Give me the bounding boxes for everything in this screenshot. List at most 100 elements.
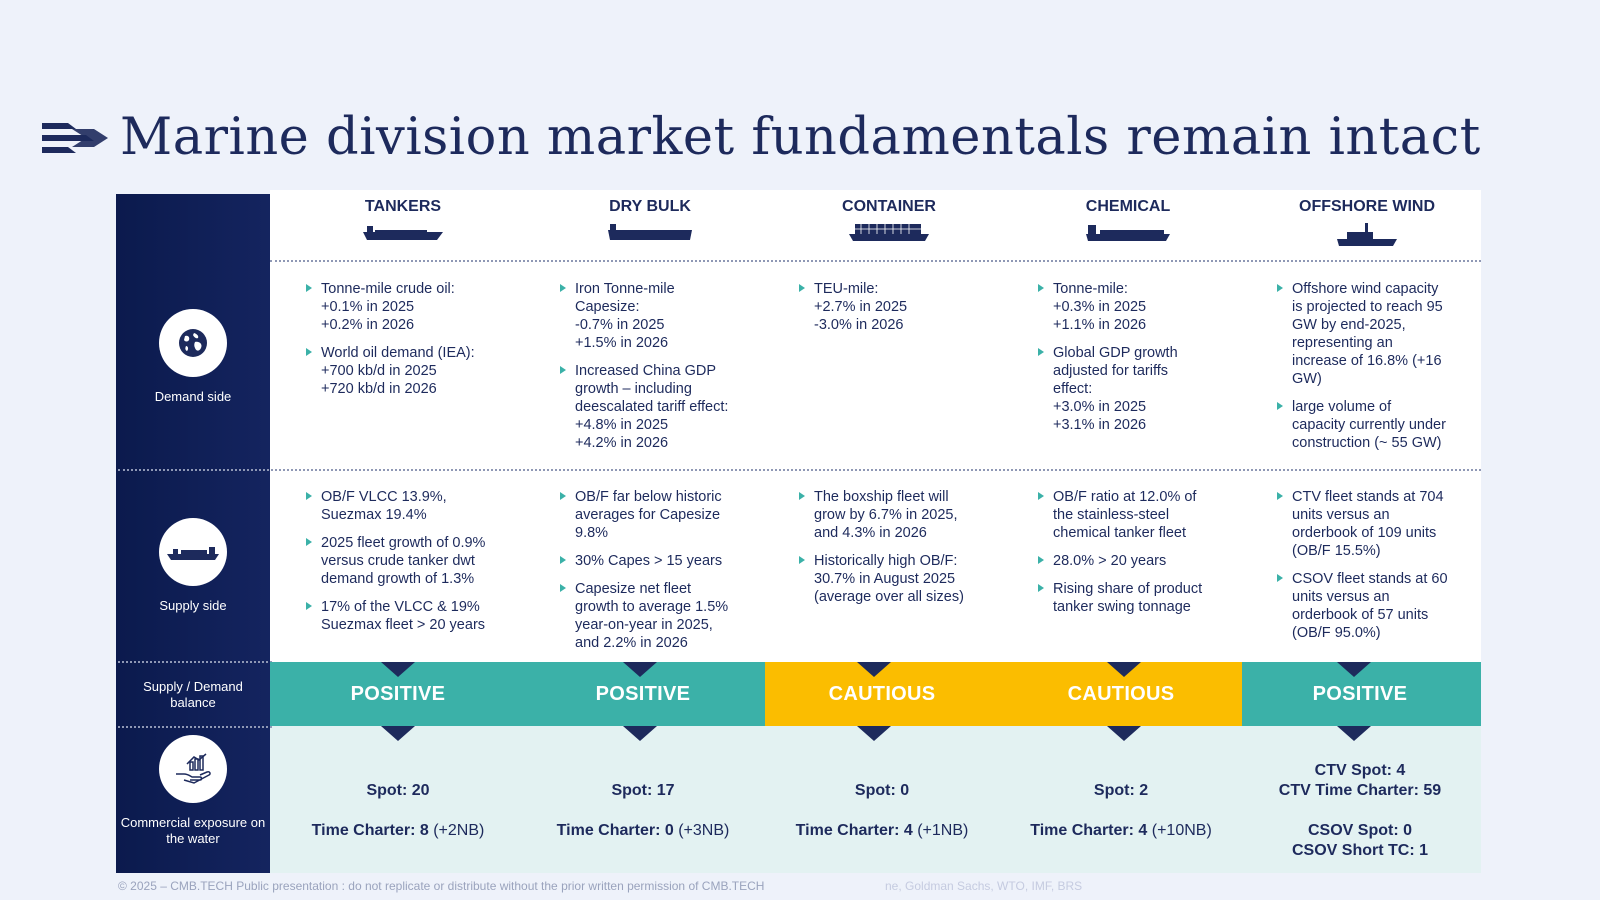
balance-row-header: Supply / Demand balance: [116, 679, 270, 711]
list-item: Iron Tonne-mile Capesize: -0.7% in 2025 …: [558, 280, 758, 352]
supply-row-label: Supply side: [159, 598, 227, 613]
offshore-wind-supply-list: CTV fleet stands at 704 units versus an …: [1275, 488, 1475, 652]
hand-chart-icon: [176, 753, 211, 784]
footer-copyright: © 2025 – CMB.TECH Public presentation : …: [118, 879, 765, 893]
spot-count: Spot: 0: [854, 782, 910, 799]
arrow-marker: [381, 662, 415, 677]
list-item: OB/F ratio at 12.0% of the stainless-ste…: [1036, 488, 1236, 542]
newbuild-count: (+2NB): [428, 822, 485, 839]
list-item: Rising share of product tanker swing ton…: [1036, 580, 1236, 616]
dry-bulk-exposure: Spot: 17 Time Charter: 0 (+3NB): [523, 781, 763, 841]
time-charter-count: Time Charter: 4: [1030, 822, 1148, 839]
arrow-marker: [1107, 726, 1141, 741]
time-charter-count: Time Charter: 8: [311, 822, 429, 839]
column-header-offshore-wind: OFFSHORE WIND: [1247, 198, 1487, 248]
column-title: CHEMICAL: [1085, 198, 1171, 215]
column-title: TANKERS: [364, 198, 442, 215]
container-exposure: Spot: 0 Time Charter: 4 (+1NB): [762, 781, 1002, 841]
chemical-tanker-icon: [1086, 225, 1170, 241]
container-ship-icon: [849, 224, 929, 241]
column-header-tankers: TANKERS: [283, 198, 523, 242]
list-item: Offshore wind capacity is projected to r…: [1275, 280, 1475, 388]
list-item: World oil demand (IEA): +700 kb/d in 202…: [304, 344, 504, 398]
arrow-marker: [1337, 662, 1371, 677]
list-item: OB/F VLCC 13.9%, Suezmax 19.4%: [304, 488, 519, 524]
offshore-vessel-icon: [1337, 223, 1397, 246]
tankers-demand-list: Tonne-mile crude oil: +0.1% in 2025 +0.2…: [304, 280, 504, 408]
hand-chart-icon-circle: [159, 735, 227, 803]
list-item: 30% Capes > 15 years: [558, 552, 758, 570]
arrow-marker: [1107, 662, 1141, 677]
time-charter-count: Time Charter: 4: [795, 822, 913, 839]
header-separator: [270, 260, 1481, 262]
column-title: DRY BULK: [609, 198, 691, 215]
arrow-marker: [857, 726, 891, 741]
ship-icon: [167, 547, 219, 560]
list-item: TEU-mile: +2.7% in 2025 -3.0% in 2026: [797, 280, 997, 334]
demand-row-label: Demand side: [154, 389, 232, 404]
list-item: large volume of capacity currently under…: [1275, 398, 1475, 452]
spot-count: Spot: 17: [611, 782, 675, 799]
balance-tankers: POSITIVE: [350, 682, 446, 705]
demand-supply-separator: [118, 469, 1481, 471]
list-item: 2025 fleet growth of 0.9% versus crude t…: [304, 534, 519, 588]
ship-icon-circle: [159, 518, 227, 586]
arrow-marker: [623, 726, 657, 741]
offshore-wind-demand-list: Offshore wind capacity is projected to r…: [1275, 280, 1475, 462]
arrow-marker: [623, 662, 657, 677]
exposure-row-label: Commercial exposure on the water: [120, 815, 266, 846]
list-item: CTV fleet stands at 704 units versus an …: [1275, 488, 1475, 560]
newbuild-count: (+3NB): [673, 822, 730, 839]
list-item: The boxship fleet will grow by 6.7% in 2…: [797, 488, 997, 542]
globe-icon-circle: [159, 309, 227, 377]
newbuild-count: (+10NB): [1147, 822, 1212, 839]
list-item: Global GDP growth adjusted for tariffs e…: [1036, 344, 1236, 434]
arrow-marker: [1337, 726, 1371, 741]
list-item: 17% of the VLCC & 19% Suezmax fleet > 20…: [304, 598, 519, 634]
column-header-dry-bulk: DRY BULK: [530, 198, 770, 242]
container-demand-list: TEU-mile: +2.7% in 2025 -3.0% in 2026: [797, 280, 997, 344]
csov-short-tc-count: CSOV Short TC: 1: [1291, 842, 1428, 859]
chemical-supply-list: OB/F ratio at 12.0% of the stainless-ste…: [1036, 488, 1236, 626]
time-charter-count: Time Charter: 0: [556, 822, 674, 839]
newbuild-count: (+1NB): [912, 822, 969, 839]
dry-bulk-demand-list: Iron Tonne-mile Capesize: -0.7% in 2025 …: [558, 280, 758, 462]
list-item: 28.0% > 20 years: [1036, 552, 1236, 570]
exposure-row-header: Commercial exposure on the water: [116, 735, 270, 847]
tanker-ship-icon: [363, 226, 443, 240]
balance-row-label: Supply / Demand balance: [143, 679, 243, 710]
ctv-time-charter-count: CTV Time Charter: 59: [1278, 782, 1442, 799]
dry-bulk-supply-list: OB/F far below historic averages for Cap…: [558, 488, 758, 662]
footer-sources: ne, Goldman Sachs, WTO, IMF, BRS: [885, 879, 1083, 893]
balance-chemical: CAUTIOUS: [1067, 682, 1175, 705]
page-title: Marine division market fundamentals rema…: [120, 108, 1481, 167]
csov-spot-count: CSOV Spot: 0: [1307, 822, 1412, 839]
list-item: Tonne-mile: +0.3% in 2025 +1.1% in 2026: [1036, 280, 1236, 334]
chemical-exposure: Spot: 2 Time Charter: 4 (+10NB): [1001, 781, 1241, 841]
arrow-marker: [381, 726, 415, 741]
tankers-supply-list: OB/F VLCC 13.9%, Suezmax 19.4% 2025 flee…: [304, 488, 519, 644]
spot-count: Spot: 2: [1093, 782, 1149, 799]
row-sidebar: Demand side Supply side Supply / Demand …: [116, 194, 270, 873]
spot-count: Spot: 20: [366, 782, 430, 799]
supply-row-header: Supply side: [116, 518, 270, 614]
balance-band-cautious: [765, 662, 1242, 726]
supply-balance-separator: [118, 661, 272, 663]
globe-icon: [179, 329, 207, 357]
demand-row-header: Demand side: [116, 309, 270, 405]
column-header-container: CONTAINER: [769, 198, 1009, 242]
bulk-carrier-icon: [608, 224, 692, 240]
column-title: OFFSHORE WIND: [1299, 198, 1435, 215]
column-title: CONTAINER: [842, 198, 936, 215]
balance-offshore-wind: POSITIVE: [1312, 682, 1408, 705]
balance-band-positive: [270, 662, 765, 726]
chemical-demand-list: Tonne-mile: +0.3% in 2025 +1.1% in 2026 …: [1036, 280, 1236, 444]
list-item: Historically high OB/F: 30.7% in August …: [797, 552, 997, 606]
tankers-exposure: Spot: 20 Time Charter: 8 (+2NB): [278, 781, 518, 841]
balance-container: CAUTIOUS: [828, 682, 936, 705]
exposure-row-background: [270, 726, 1481, 873]
balance-exposure-separator: [118, 726, 272, 728]
container-supply-list: The boxship fleet will grow by 6.7% in 2…: [797, 488, 997, 616]
list-item: CSOV fleet stands at 60 units versus an …: [1275, 570, 1475, 642]
cmb-tech-logo: [42, 123, 108, 153]
